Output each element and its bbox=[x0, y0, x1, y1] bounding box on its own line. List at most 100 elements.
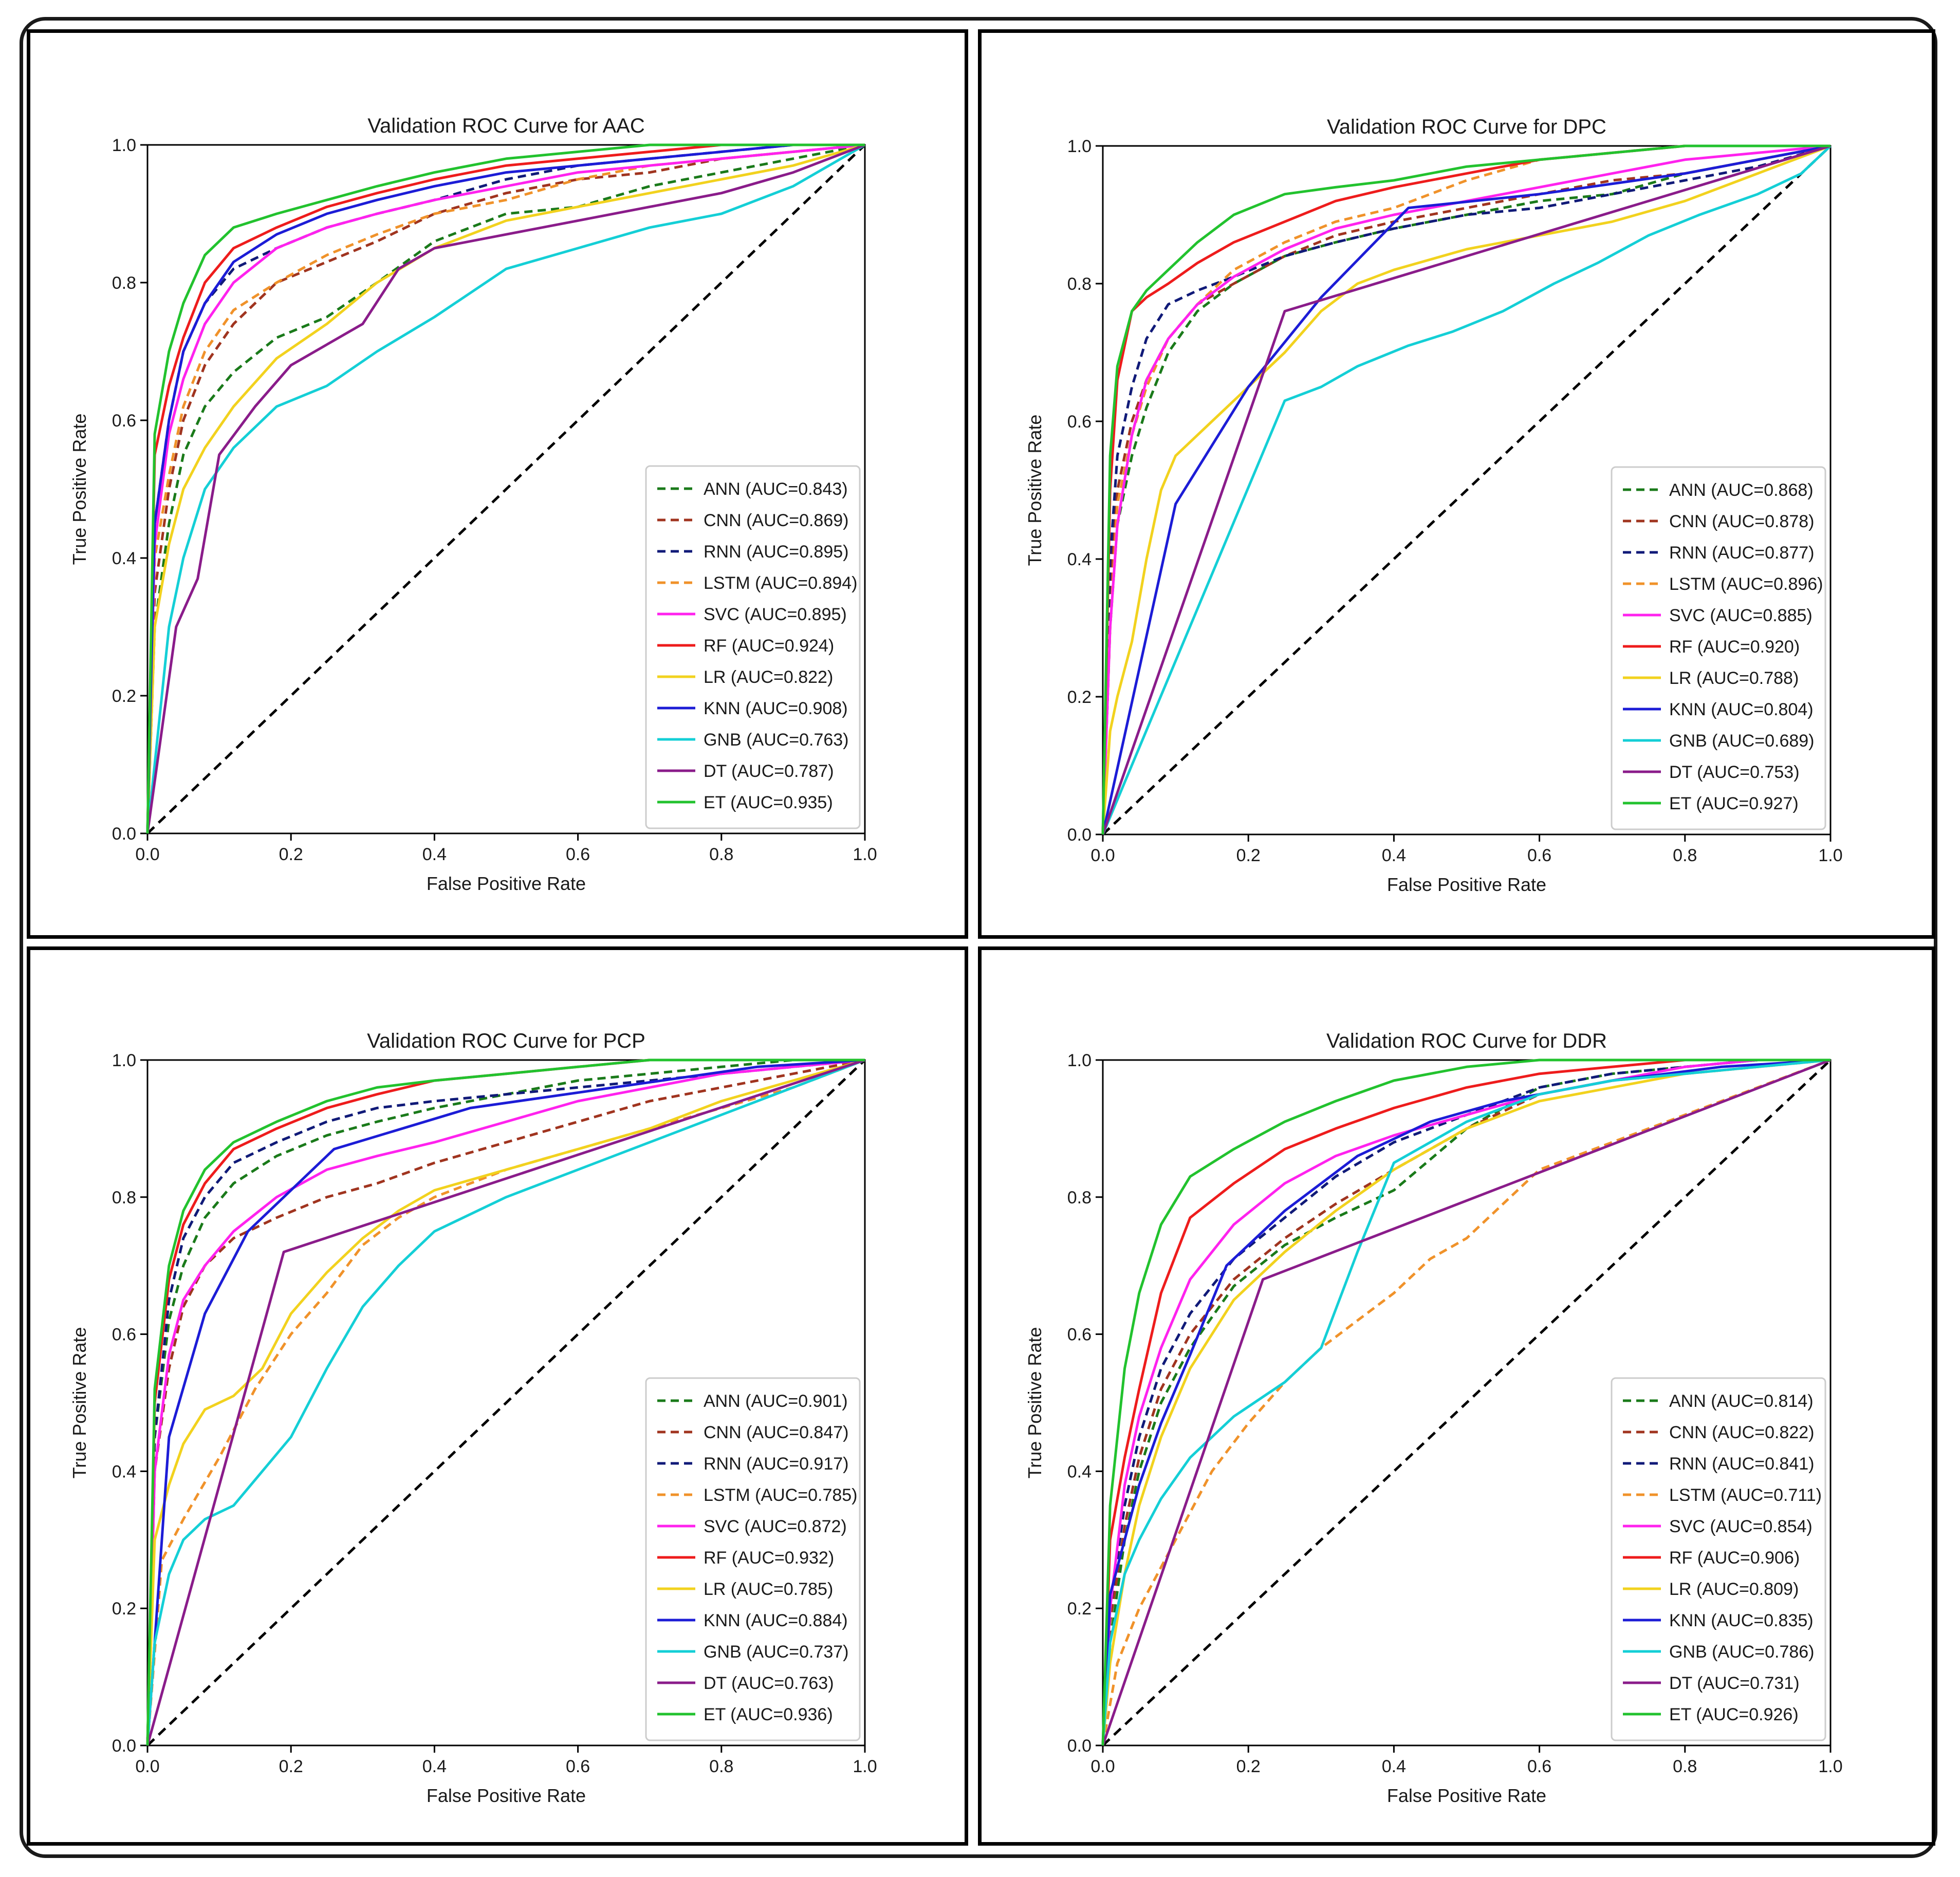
roc-chart-dpc: Validation ROC Curve for DPC 0.0 0.2 0.4 0.6… bbox=[1024, 116, 1843, 895]
legend-box bbox=[645, 1377, 861, 1741]
y-tick-label: 0.2 bbox=[112, 1599, 136, 1619]
x-tick-label: 0.6 bbox=[566, 845, 590, 864]
plot-area-frame bbox=[1102, 145, 1832, 835]
y-tick-label: 0.0 bbox=[112, 1736, 136, 1756]
x-tick-label: 0.4 bbox=[422, 1757, 447, 1776]
y-axis-label: True Positive Rate bbox=[1024, 1327, 1045, 1479]
y-tick-label: 0.6 bbox=[112, 411, 136, 431]
chance-diagonal-line bbox=[1102, 145, 1832, 835]
y-tick-label: 0.4 bbox=[1067, 1462, 1092, 1481]
y-tick-label: 0.8 bbox=[112, 1188, 136, 1207]
x-tick-label: 0.2 bbox=[1236, 1757, 1261, 1776]
roc-curve-gnb bbox=[146, 1058, 865, 1746]
y-tick-label: 1.0 bbox=[1067, 1051, 1092, 1070]
roc-curve-gnb bbox=[1101, 145, 1832, 835]
legend-label-cnn: CNN (AUC=0.822) bbox=[1669, 1423, 1814, 1442]
roc-curve-dt bbox=[146, 143, 865, 834]
legend-label-svc: SVC (AUC=0.854) bbox=[1669, 1517, 1813, 1536]
legend-label-dt: DT (AUC=0.731) bbox=[1669, 1674, 1800, 1693]
roc-curve-lr bbox=[1101, 144, 1831, 835]
figure-frame bbox=[20, 17, 1937, 1858]
roc-curve-et bbox=[1101, 1058, 1830, 1746]
legend-label-cnn: CNN (AUC=0.847) bbox=[704, 1423, 848, 1442]
roc-curve-svc bbox=[146, 1058, 865, 1746]
legend-label-ann: ANN (AUC=0.901) bbox=[704, 1391, 848, 1411]
roc-curve-et bbox=[146, 1058, 865, 1746]
x-tick-label: 0.0 bbox=[1090, 1757, 1115, 1776]
roc-curve-rnn bbox=[146, 1058, 865, 1746]
roc-curve-knn bbox=[146, 143, 865, 834]
legend-label-svc: SVC (AUC=0.895) bbox=[704, 605, 847, 624]
legend-label-et: ET (AUC=0.926) bbox=[1669, 1705, 1799, 1724]
legend-label-ann: ANN (AUC=0.814) bbox=[1669, 1391, 1814, 1411]
legend-label-ann: ANN (AUC=0.843) bbox=[704, 479, 848, 499]
roc-curve-lr bbox=[146, 1058, 865, 1746]
y-tick-label: 0.2 bbox=[112, 686, 136, 706]
roc-curve-rnn bbox=[1101, 1058, 1830, 1746]
x-tick-label: 0.4 bbox=[1382, 1757, 1406, 1776]
y-axis-label: True Positive Rate bbox=[1024, 415, 1045, 566]
plot-area-frame bbox=[146, 144, 866, 834]
legend-label-cnn: CNN (AUC=0.878) bbox=[1669, 512, 1814, 531]
legend-label-et: ET (AUC=0.935) bbox=[704, 793, 833, 812]
roc-panel-aac: Validation ROC Curve for AAC 0.0 0.2 0.4 0.6… bbox=[27, 29, 968, 939]
x-tick-label: 1.0 bbox=[853, 845, 877, 864]
legend-label-svc: SVC (AUC=0.885) bbox=[1669, 606, 1813, 625]
roc-chart-ddr: Validation ROC Curve for DDR 0.0 0.2 0.4 0.6… bbox=[1024, 1030, 1843, 1806]
legend-label-knn: KNN (AUC=0.908) bbox=[704, 699, 848, 718]
roc-panel-pcp: Validation ROC Curve for PCP 0.0 0.2 0.4 0.6… bbox=[27, 946, 968, 1846]
roc-curve-rf bbox=[146, 143, 865, 834]
x-axis-label: False Positive Rate bbox=[427, 1785, 586, 1806]
legend-label-dt: DT (AUC=0.787) bbox=[704, 761, 834, 781]
x-tick-label: 0.8 bbox=[709, 845, 733, 864]
roc-curve-et bbox=[1101, 144, 1830, 835]
legend-label-knn: KNN (AUC=0.835) bbox=[1669, 1611, 1814, 1630]
y-tick-label: 0.6 bbox=[1067, 1325, 1092, 1345]
chart-title: Validation ROC Curve for AAC bbox=[367, 115, 644, 137]
roc-curve-svc bbox=[1101, 144, 1831, 835]
legend-label-gnb: GNB (AUC=0.689) bbox=[1669, 731, 1815, 751]
legend-label-lr: LR (AUC=0.788) bbox=[1669, 668, 1799, 688]
x-tick-label: 0.4 bbox=[1382, 846, 1406, 865]
roc-curve-ann bbox=[146, 1058, 865, 1746]
x-tick-label: 0.6 bbox=[566, 1757, 590, 1776]
x-tick-label: 1.0 bbox=[1818, 1757, 1842, 1776]
legend-label-rf: RF (AUC=0.932) bbox=[704, 1548, 834, 1568]
roc-curve-dt bbox=[1101, 1058, 1831, 1746]
y-tick-label: 0.8 bbox=[1067, 1188, 1092, 1207]
legend-label-lr: LR (AUC=0.785) bbox=[704, 1579, 833, 1599]
legend-label-rf: RF (AUC=0.924) bbox=[704, 636, 834, 656]
legend-label-gnb: GNB (AUC=0.737) bbox=[704, 1642, 849, 1662]
legend-label-rf: RF (AUC=0.920) bbox=[1669, 637, 1800, 657]
y-tick-label: 0.4 bbox=[1067, 550, 1092, 569]
legend-label-gnb: GNB (AUC=0.786) bbox=[1669, 1642, 1815, 1662]
y-tick-label: 1.0 bbox=[112, 1051, 136, 1070]
x-axis-label: False Positive Rate bbox=[1387, 874, 1546, 895]
roc-curve-knn bbox=[1101, 144, 1831, 835]
x-tick-label: 1.0 bbox=[1818, 846, 1842, 865]
legend-label-dt: DT (AUC=0.763) bbox=[704, 1674, 834, 1693]
roc-curve-lr bbox=[1101, 1058, 1831, 1746]
legend-label-rf: RF (AUC=0.906) bbox=[1669, 1548, 1800, 1568]
chart-title: Validation ROC Curve for DDR bbox=[1326, 1030, 1607, 1052]
chance-diagonal-line bbox=[1102, 1059, 1832, 1746]
roc-curve-gnb bbox=[1101, 1058, 1831, 1746]
roc-curve-ann bbox=[1101, 144, 1831, 835]
y-tick-label: 0.6 bbox=[112, 1325, 136, 1345]
legend-label-knn: KNN (AUC=0.884) bbox=[704, 1611, 848, 1630]
x-tick-label: 0.4 bbox=[422, 845, 447, 864]
x-tick-label: 0.0 bbox=[135, 845, 159, 864]
x-tick-label: 0.8 bbox=[1673, 1757, 1697, 1776]
roc-curve-cnn bbox=[146, 1058, 865, 1746]
x-tick-label: 0.2 bbox=[279, 845, 303, 864]
legend-label-lstm: LSTM (AUC=0.711) bbox=[1669, 1485, 1822, 1505]
x-tick-label: 0.6 bbox=[1527, 1757, 1551, 1776]
roc-curve-et bbox=[146, 143, 865, 834]
roc-curve-dt bbox=[146, 1058, 865, 1746]
legend-label-ann: ANN (AUC=0.868) bbox=[1669, 480, 1814, 500]
y-tick-label: 0.0 bbox=[112, 824, 136, 844]
roc-curve-dt bbox=[1101, 144, 1831, 835]
roc-curve-knn bbox=[146, 1058, 865, 1746]
y-tick-label: 0.8 bbox=[112, 273, 136, 293]
y-tick-label: 0.4 bbox=[112, 549, 136, 568]
